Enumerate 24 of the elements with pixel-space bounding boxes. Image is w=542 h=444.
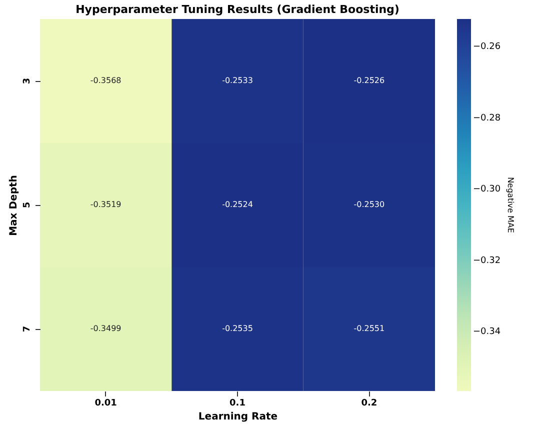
color-bar-label: −0.30 (473, 184, 501, 195)
data-label: -0.2533 (222, 76, 253, 85)
chart-title: Hyperparameter Tuning Results (Gradient Boosting) (76, 3, 400, 16)
y-tick-label: 3 (22, 78, 32, 84)
y-tick-label: 5 (22, 202, 32, 208)
data-label: -0.2535 (222, 324, 253, 333)
x-tick-label: 0.01 (94, 398, 117, 408)
x-tick-label: 0.2 (361, 398, 378, 408)
color-bar-label: −0.34 (473, 327, 501, 338)
data-label: -0.2526 (354, 76, 385, 85)
data-label: -0.2551 (354, 324, 385, 333)
color-bar-label: −0.26 (473, 42, 501, 52)
x-tick-label: 0.1 (230, 398, 246, 408)
y-tick-label: 7 (22, 326, 32, 332)
data-label: -0.3568 (90, 76, 122, 85)
color-bar-label: −0.28 (473, 113, 501, 124)
color-bar-title: Negative MAE (506, 177, 515, 233)
data-label: -0.3499 (90, 324, 122, 333)
data-label: -0.2524 (222, 200, 253, 209)
data-label: -0.3519 (90, 200, 122, 209)
color-bar-label: −0.32 (473, 256, 501, 266)
y-axis-title: Max Depth (8, 175, 20, 236)
x-axis-title: Learning Rate (198, 412, 278, 422)
data-label: -0.2530 (354, 200, 385, 209)
